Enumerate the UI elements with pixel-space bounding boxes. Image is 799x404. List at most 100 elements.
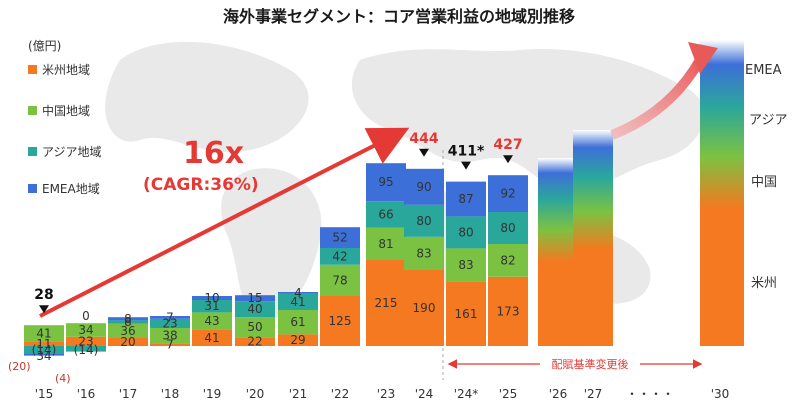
x-tick-label: '18: [161, 387, 180, 401]
bar-emea-4: [192, 296, 232, 300]
segment-label-emea: 7: [166, 310, 174, 324]
total-marker: [503, 155, 513, 164]
segment-label-americas: 22: [247, 335, 262, 349]
bar-emea-9: [404, 168, 444, 205]
legend-label-americas: 米州地域: [42, 63, 90, 77]
x-tick-label: '23: [377, 387, 396, 401]
bar-projection-13: [573, 130, 613, 346]
bar-asia-4: [192, 300, 232, 313]
bar-emea-5: [235, 295, 275, 302]
bar-china-1: [66, 323, 106, 337]
segment-label-china: 82: [500, 253, 515, 267]
bar-americas-6: [278, 334, 318, 346]
bar-china-0: [24, 325, 64, 342]
segment-label-china: 38: [162, 329, 177, 343]
bar-americas-10: [446, 281, 486, 346]
bar-asia-11: [488, 212, 528, 244]
segment-label-asia: 80: [458, 225, 473, 239]
bar-asia-3: [150, 318, 190, 328]
segment-label-americas: 41: [204, 331, 219, 345]
bar-emea-11: [488, 175, 528, 212]
segment-label-americas: 20: [120, 335, 135, 349]
total-label: 28: [34, 287, 53, 303]
bar-emea-2: [108, 317, 148, 321]
segment-label-emea: 92: [500, 187, 515, 201]
segment-label-emea: 15: [247, 291, 262, 305]
bar-asia-9: [404, 204, 444, 237]
segment-label-emea: 10: [204, 291, 219, 305]
x-tick-label: '24: [415, 387, 434, 401]
x-tick-label: '24*: [454, 387, 479, 401]
segment-label-americas: 190: [413, 301, 436, 315]
segment-label-asia: 40: [247, 302, 262, 316]
segment-label-asia: 66: [378, 207, 393, 221]
bar-americas-4: [192, 329, 232, 346]
x-tick-label: '22: [331, 387, 350, 401]
total-marker: [39, 305, 49, 314]
total-marker: [461, 161, 471, 170]
bar-emea-8: [366, 163, 406, 202]
segment-label-emea: 0: [82, 309, 90, 323]
segment-label-asia: (14): [74, 343, 99, 357]
segment-label-emea: 52: [332, 231, 347, 245]
segment-label-china: 43: [204, 314, 219, 328]
x-tick-label: '21: [289, 387, 308, 401]
bar-americas-5: [235, 337, 275, 346]
segment-label-asia: 80: [500, 221, 515, 235]
bar-china-6: [278, 310, 318, 335]
segment-labels: 1141(14)342334(14)0203688738237414331102…: [32, 175, 520, 363]
bars-group: [24, 40, 744, 356]
segment-label-asia: 41: [290, 295, 305, 309]
bar-asia-7: [320, 248, 360, 265]
total-label: 427: [493, 137, 522, 153]
bar-americas-7: [320, 296, 360, 346]
legend-swatch-americas: [28, 65, 37, 74]
x-tick-label: '25: [499, 387, 518, 401]
right-label-asia: アジア: [749, 113, 787, 128]
segment-label-americas: 7: [166, 338, 174, 352]
segment-label-americas: 29: [290, 333, 305, 347]
bar-asia-8: [366, 201, 406, 228]
segment-label-americas: 161: [455, 307, 478, 321]
segment-label-china: 78: [332, 273, 347, 287]
negative-label-emea-15: (4): [55, 372, 71, 385]
basis-note-bg: [540, 355, 640, 373]
segment-label-americas: 11: [36, 337, 51, 351]
bar-emea-6: [278, 292, 318, 294]
segment-label-asia: (14): [32, 343, 57, 357]
unit-label: (億円): [28, 39, 61, 53]
x-tick-label: ・・・・: [626, 387, 674, 401]
bar-emea-7: [320, 227, 360, 248]
segment-label-china: 50: [247, 320, 262, 334]
bar-asia-2: [108, 320, 148, 324]
segment-label-china: 83: [458, 258, 473, 272]
bar-emea-10: [446, 181, 486, 217]
bar-americas-2: [108, 338, 148, 346]
segment-label-china: 61: [290, 315, 305, 329]
total-labels: 28 444 411* 427: [34, 131, 523, 314]
bar-china-3: [150, 328, 190, 344]
total-label: 411*: [448, 144, 485, 160]
x-tick-label: '16: [77, 387, 96, 401]
x-tick-label: '27: [584, 387, 603, 401]
segment-label-emea: 8: [124, 312, 132, 326]
bar-projection-12: [538, 158, 578, 346]
segment-label-asia: 31: [204, 299, 219, 313]
legend-swatch-emea: [28, 184, 37, 193]
bar-asia-6: [278, 293, 318, 310]
bar-americas-3: [150, 343, 190, 346]
bar-emea-3: [150, 316, 190, 319]
x-tick-labels: '15 '16 '17 '18 '19 '20 '21 '22 '23 '24 '24* '25 '26…: [35, 387, 730, 401]
segment-label-asia: 80: [416, 214, 431, 228]
segment-label-emea: 34: [36, 349, 51, 363]
segment-label-china: 41: [36, 326, 51, 340]
x-tick-label: '19: [203, 387, 222, 401]
bar-china-9: [404, 236, 444, 270]
bar-americas-8: [366, 260, 406, 346]
x-tick-label: '26: [549, 387, 568, 401]
legend: 米州地域 中国地域 アジア地域 EMEA地域: [28, 63, 102, 196]
bar-china-2: [108, 323, 148, 338]
legend-swatch-asia: [28, 147, 37, 156]
segment-label-asia: 8: [124, 315, 132, 329]
